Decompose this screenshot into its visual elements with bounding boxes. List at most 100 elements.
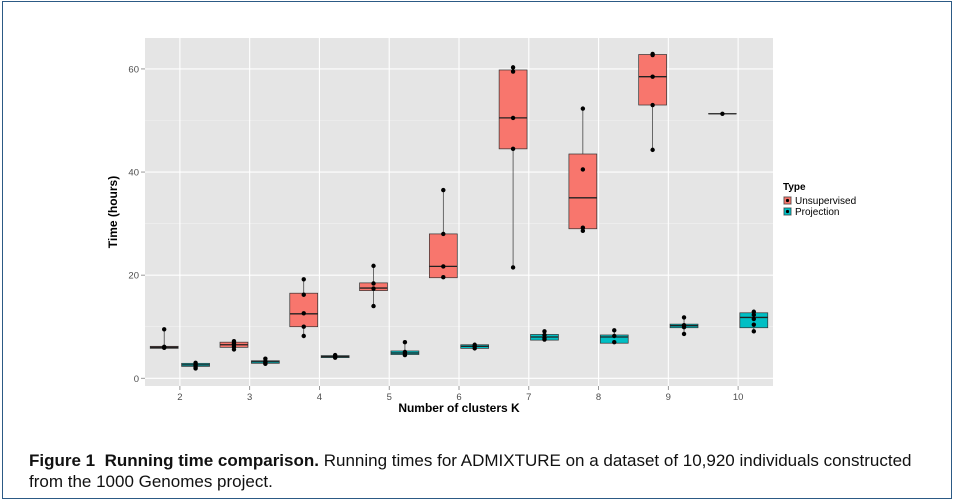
data-point — [402, 339, 408, 345]
x-axis-title: Number of clusters K — [398, 401, 520, 415]
box-projection-k9 — [669, 315, 699, 337]
data-point — [441, 275, 446, 280]
data-point — [301, 311, 306, 316]
legend-label-projection: Projection — [795, 207, 839, 218]
data-point — [301, 277, 306, 282]
x-tick-label: 3 — [247, 392, 252, 403]
box-unsupervised-k5 — [359, 263, 388, 309]
box-body — [638, 54, 667, 106]
data-point — [510, 146, 516, 152]
data-point — [612, 333, 617, 339]
legend-key-point — [785, 198, 790, 203]
box-body — [498, 69, 528, 150]
data-point — [332, 355, 338, 360]
legend-label-unsupervised: Unsupervised — [795, 196, 856, 207]
data-point — [751, 322, 757, 327]
x-tick-label: 6 — [456, 392, 461, 403]
y-tick-label: 60 — [128, 64, 139, 75]
box-projection-k2 — [181, 360, 210, 371]
y-tick-label: 40 — [128, 168, 139, 179]
data-point — [681, 315, 687, 320]
data-point — [580, 167, 586, 172]
box-projection-k6 — [460, 342, 490, 351]
data-point — [263, 361, 268, 367]
box-plot-chart: 0 20 40 60 2 3 4 5 6 7 8 9 10 Number of clusters K T… — [106, 38, 856, 415]
x-tick-label: 4 — [317, 392, 322, 403]
data-point — [510, 265, 516, 270]
box-unsupervised-k9 — [638, 51, 667, 153]
box-unsupervised-k8 — [568, 106, 598, 234]
data-point — [231, 347, 237, 352]
legend-title: Type — [783, 182, 806, 193]
y-axis-title: Time (hours) — [106, 176, 120, 248]
y-tick-label: 20 — [128, 271, 139, 282]
grid-lines — [145, 38, 773, 386]
data-point — [751, 309, 757, 314]
data-point — [510, 65, 516, 70]
data-point — [371, 286, 376, 291]
data-point — [402, 352, 408, 358]
data-point — [301, 324, 306, 329]
data-point — [371, 281, 376, 286]
data-point — [193, 366, 198, 371]
caption-title: Running time comparison. — [104, 451, 319, 470]
box-projection-k10 — [739, 309, 769, 334]
data-point — [751, 329, 757, 334]
figure-caption: Figure 1 Running time comparison. Runnin… — [29, 450, 929, 492]
box-unsupervised-k10 — [708, 111, 737, 116]
y-tick-label: 0 — [134, 374, 139, 385]
box-projection-k5 — [390, 339, 420, 358]
axes: 0 20 40 60 2 3 4 5 6 7 8 9 10 — [128, 64, 743, 403]
data-point — [681, 331, 687, 337]
data-point — [542, 329, 547, 334]
data-point — [612, 328, 617, 333]
x-tick-label: 5 — [387, 392, 392, 403]
data-point — [580, 225, 586, 230]
box-unsupervised-k7 — [498, 65, 528, 270]
data-point — [472, 346, 477, 351]
box-unsupervised-k6 — [428, 187, 458, 280]
data-point — [301, 292, 306, 297]
data-point — [580, 106, 586, 111]
data-point — [510, 115, 516, 121]
data-point — [441, 231, 446, 237]
data-point — [751, 312, 757, 318]
box-unsupervised-k2 — [149, 327, 179, 351]
box-unsupervised-k4 — [289, 277, 319, 339]
data-point — [542, 337, 547, 342]
x-tick-label: 2 — [177, 392, 182, 403]
caption-text: Running times for ADMIXTURE on a dataset… — [29, 451, 912, 491]
data-point — [542, 332, 547, 338]
data-point — [580, 228, 586, 234]
box-marks — [149, 51, 769, 371]
data-point — [441, 187, 446, 193]
x-tick-label: 7 — [526, 392, 531, 403]
data-point — [371, 263, 376, 269]
legend-key-point — [785, 209, 790, 214]
box-projection-k8 — [599, 328, 629, 345]
box-body — [568, 153, 598, 230]
caption-label: Figure 1 — [29, 451, 96, 470]
box-projection-k7 — [530, 329, 559, 342]
box-projection-k3 — [251, 356, 280, 367]
data-point — [681, 325, 687, 330]
data-point — [650, 74, 655, 79]
data-point — [650, 102, 655, 108]
x-tick-label: 10 — [733, 392, 744, 403]
data-point — [161, 345, 167, 351]
data-point — [650, 52, 655, 58]
box-body — [428, 233, 458, 279]
data-point — [612, 339, 617, 345]
data-point — [371, 303, 376, 309]
box-unsupervised-k3 — [219, 338, 249, 352]
data-point — [441, 264, 446, 269]
data-point — [301, 333, 306, 339]
data-point — [510, 69, 516, 74]
legend-key-unsupervised — [783, 196, 792, 205]
data-point — [720, 111, 725, 116]
data-point — [751, 316, 757, 322]
data-point — [650, 147, 655, 153]
box-projection-k4 — [320, 352, 350, 360]
